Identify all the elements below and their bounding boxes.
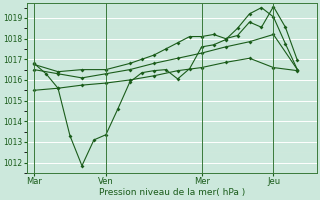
X-axis label: Pression niveau de la mer( hPa ): Pression niveau de la mer( hPa ) <box>99 188 245 197</box>
